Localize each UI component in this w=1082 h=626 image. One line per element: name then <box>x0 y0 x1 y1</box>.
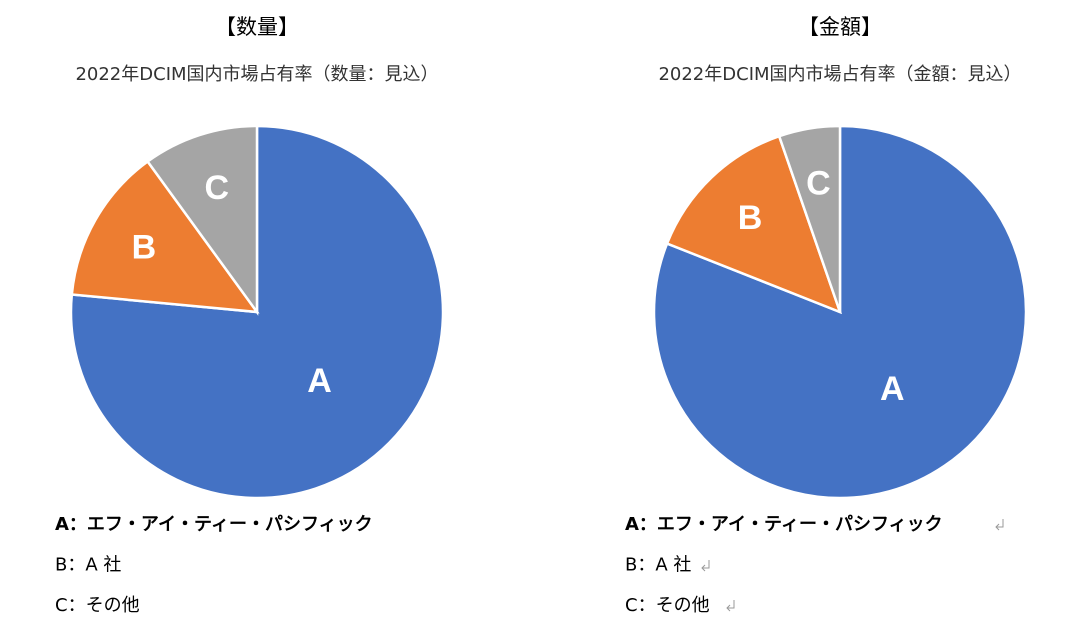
legend-entry: A：エフ・アイ・ティー・パシフィック <box>625 514 943 535</box>
legend-entry: A：エフ・アイ・ティー・パシフィック <box>55 514 373 535</box>
slice-label: B <box>738 199 763 237</box>
chart-title: 2022年DCIM国内市場占有率（金額：見込） <box>658 64 1021 85</box>
legend-entry: C：その他 <box>625 595 710 616</box>
pie-slice <box>70 159 260 314</box>
legend-entry: C：その他 <box>55 595 140 616</box>
slice-label: A <box>880 370 905 408</box>
legend-entry: B：A 社 <box>625 555 691 576</box>
legend-entry: B：A 社 <box>55 555 121 576</box>
return-marks <box>701 519 1004 612</box>
slice-label: C <box>204 169 229 207</box>
pie-slice <box>145 124 259 316</box>
slice-label: A <box>307 362 332 400</box>
chart-heading: 【数量】 <box>215 15 299 39</box>
chart-heading: 【金額】 <box>798 15 882 39</box>
pie-slice <box>777 124 842 313</box>
chart-title: 2022年DCIM国内市場占有率（数量：見込） <box>75 64 438 85</box>
slice-label: C <box>806 165 831 203</box>
slice-label: B <box>132 228 157 266</box>
pie-slice <box>665 134 843 315</box>
